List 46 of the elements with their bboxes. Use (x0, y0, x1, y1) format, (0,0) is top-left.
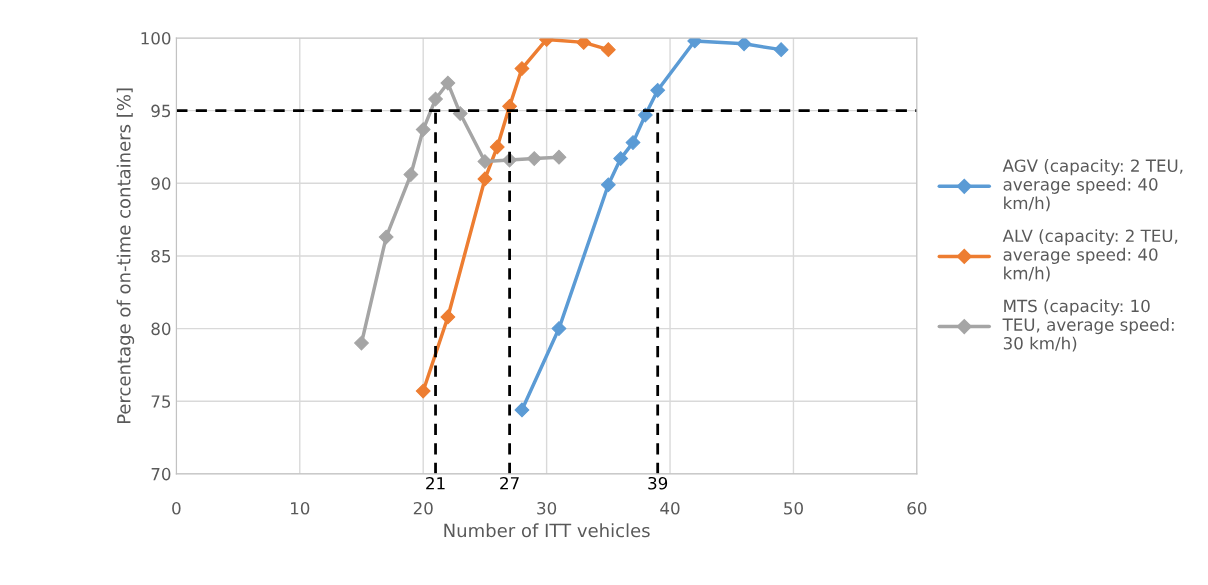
point (600, 177, 616, 193)
legend-label: AGV (capacity: 2 TEU, average speed: 40 km/h) (1002, 159, 1183, 212)
point (403, 167, 419, 182)
point (477, 171, 493, 187)
x-tick-label: 50 (784, 501, 803, 515)
point (489, 139, 505, 155)
x-axis-title: Number of ITT vehicles (444, 523, 650, 538)
ref-line-label: 39 (648, 476, 668, 490)
y-tick-label: 85 (151, 249, 171, 263)
x-tick-label: 40 (660, 501, 680, 515)
point (576, 38, 592, 50)
y-tick-label: 100 (141, 31, 171, 45)
x-tick-label: 0 (172, 501, 181, 515)
y-tick-label: 75 (151, 395, 171, 408)
point (415, 122, 431, 137)
point (415, 383, 431, 399)
x-tick-label: 60 (907, 501, 927, 515)
point (514, 61, 530, 76)
point (773, 42, 789, 58)
x-tick-label: 10 (291, 501, 310, 515)
point (378, 229, 394, 245)
point (736, 38, 752, 52)
y-tick-label: 90 (151, 177, 171, 190)
point (440, 75, 456, 91)
point (514, 402, 530, 418)
x-tick-label: 20 (413, 501, 433, 515)
y-tick-label: 95 (151, 104, 171, 118)
y-axis-title: Percentage of on-time containers [%] (116, 88, 135, 424)
ref-line-label: 21 (426, 476, 445, 490)
point (551, 149, 567, 165)
point (650, 82, 666, 98)
point (526, 151, 542, 166)
point (440, 309, 456, 325)
point (551, 321, 567, 336)
legend-label: MTS (capacity: 10 TEU, average speed: 30 km/h) (1002, 299, 1174, 352)
legend-label: ALV (capacity: 2 TEU, average speed: 40 km/h) (1002, 229, 1178, 282)
point (600, 42, 616, 58)
point (477, 154, 493, 169)
y-tick-label: 80 (151, 322, 171, 336)
point (354, 335, 369, 351)
y-tick-label: 70 (151, 467, 171, 481)
x-tick-label: 30 (537, 501, 557, 515)
point (428, 91, 443, 107)
ref-line-label: 27 (500, 476, 519, 490)
point (613, 151, 629, 166)
point (625, 135, 641, 151)
